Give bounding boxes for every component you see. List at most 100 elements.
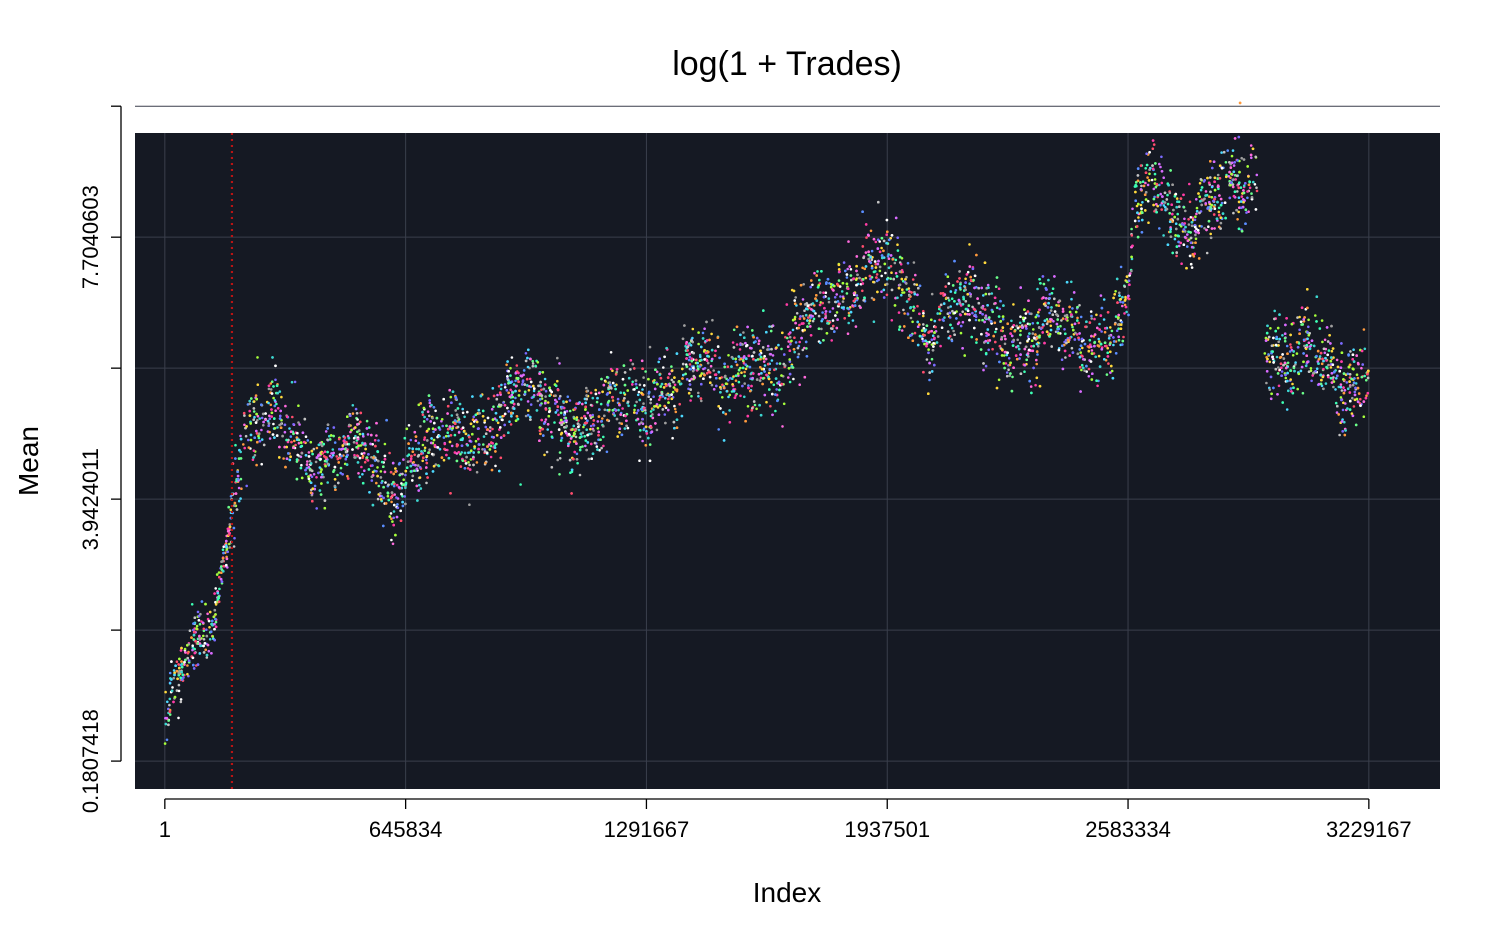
data-point bbox=[282, 457, 285, 460]
data-point bbox=[1360, 375, 1364, 379]
data-point bbox=[1237, 227, 1241, 231]
data-point bbox=[912, 261, 916, 264]
data-point bbox=[759, 376, 763, 380]
data-point bbox=[1323, 351, 1327, 355]
data-point bbox=[1005, 371, 1009, 374]
data-point bbox=[953, 311, 956, 315]
data-point bbox=[1224, 161, 1228, 164]
data-point bbox=[183, 660, 186, 664]
data-point bbox=[250, 397, 253, 400]
data-point bbox=[1175, 254, 1178, 258]
data-point bbox=[616, 397, 620, 401]
data-point bbox=[793, 336, 796, 340]
data-point bbox=[1128, 283, 1131, 287]
data-point bbox=[874, 262, 878, 266]
data-point bbox=[690, 394, 693, 398]
data-point bbox=[1057, 348, 1061, 352]
data-point bbox=[1233, 137, 1237, 140]
data-point bbox=[644, 370, 647, 373]
data-point bbox=[1105, 373, 1109, 376]
data-point bbox=[1254, 208, 1258, 211]
data-point bbox=[1295, 341, 1299, 344]
data-point bbox=[1064, 317, 1068, 321]
data-point bbox=[214, 620, 218, 624]
data-point bbox=[729, 376, 732, 380]
data-point bbox=[742, 331, 745, 334]
data-point bbox=[1362, 328, 1366, 331]
data-point bbox=[684, 363, 688, 366]
data-point bbox=[317, 471, 320, 475]
data-point bbox=[1095, 313, 1098, 317]
data-point bbox=[1203, 197, 1206, 201]
data-point bbox=[322, 475, 325, 479]
data-point bbox=[1230, 154, 1234, 158]
data-point bbox=[1052, 320, 1055, 323]
data-point bbox=[242, 443, 245, 446]
data-point bbox=[922, 309, 925, 313]
data-point bbox=[1090, 349, 1094, 352]
data-point bbox=[311, 452, 314, 456]
data-point bbox=[313, 484, 317, 488]
data-point bbox=[591, 452, 595, 456]
data-point bbox=[326, 423, 330, 427]
data-point bbox=[1250, 192, 1253, 195]
data-point bbox=[550, 430, 553, 434]
data-point bbox=[861, 289, 864, 293]
data-point bbox=[1090, 352, 1094, 355]
data-point bbox=[1354, 382, 1358, 385]
data-point bbox=[1096, 384, 1099, 388]
data-point bbox=[450, 444, 454, 448]
data-point bbox=[376, 450, 380, 454]
data-point bbox=[503, 412, 507, 416]
data-point bbox=[589, 424, 593, 428]
data-point bbox=[202, 629, 206, 633]
data-point bbox=[939, 344, 942, 348]
data-point bbox=[635, 386, 638, 390]
data-point bbox=[165, 738, 169, 742]
data-point bbox=[495, 397, 499, 401]
data-point bbox=[1329, 366, 1333, 369]
data-point bbox=[437, 426, 441, 429]
data-point bbox=[636, 417, 640, 421]
data-point bbox=[1079, 315, 1083, 319]
data-point bbox=[484, 425, 488, 429]
data-point bbox=[708, 338, 711, 342]
data-point bbox=[1278, 368, 1282, 372]
data-point bbox=[1146, 199, 1150, 203]
data-point bbox=[1120, 320, 1124, 324]
data-point bbox=[924, 339, 927, 343]
data-point bbox=[811, 283, 814, 287]
data-point bbox=[306, 460, 309, 463]
data-point bbox=[307, 451, 311, 454]
data-point bbox=[1210, 185, 1214, 189]
data-point bbox=[798, 383, 801, 387]
data-point bbox=[973, 274, 977, 278]
data-point bbox=[734, 379, 738, 383]
data-point bbox=[771, 354, 775, 357]
data-point bbox=[559, 411, 563, 415]
data-point bbox=[502, 434, 506, 437]
data-point bbox=[1348, 391, 1352, 394]
data-point bbox=[696, 365, 700, 368]
data-point bbox=[499, 436, 503, 439]
data-point bbox=[260, 416, 264, 420]
data-point bbox=[247, 446, 251, 449]
data-point bbox=[1152, 143, 1156, 146]
data-point bbox=[949, 323, 952, 327]
data-point bbox=[315, 476, 318, 479]
data-point bbox=[674, 410, 678, 414]
data-point bbox=[1034, 333, 1037, 336]
data-point bbox=[952, 329, 955, 333]
data-point bbox=[793, 350, 796, 354]
data-point bbox=[503, 383, 507, 386]
data-point bbox=[1353, 390, 1357, 394]
data-point bbox=[411, 463, 415, 467]
data-point bbox=[384, 481, 387, 484]
data-point bbox=[938, 312, 942, 315]
data-point bbox=[645, 430, 648, 433]
data-point bbox=[606, 392, 610, 395]
data-point bbox=[1325, 365, 1328, 369]
data-point bbox=[841, 300, 845, 303]
data-point bbox=[337, 481, 340, 485]
data-point bbox=[486, 445, 489, 448]
